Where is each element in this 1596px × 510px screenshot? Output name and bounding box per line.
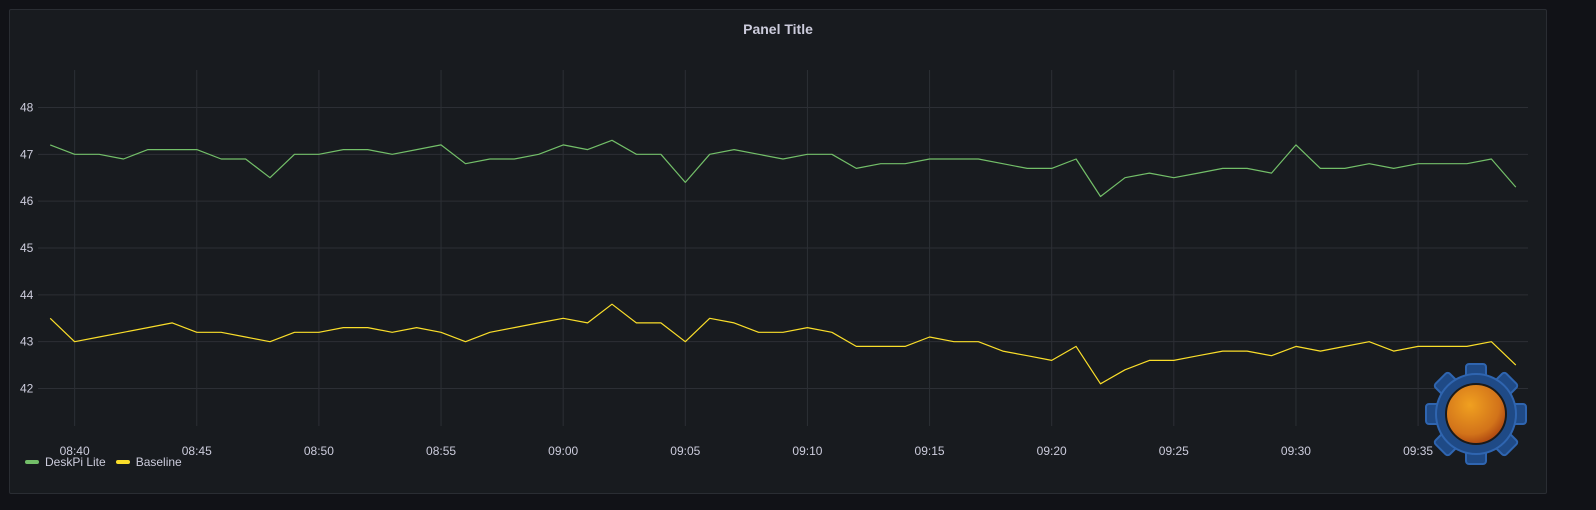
y-tick-label: 47: [20, 147, 34, 161]
legend-swatch: [115, 460, 130, 464]
legend-swatch: [25, 460, 39, 464]
x-tick-label: 09:20: [1037, 444, 1067, 458]
y-axis: 42 43 44 45 46 47 48: [20, 100, 34, 395]
x-axis: 08:40 08:45 08:50 08:55 09:00 09:05 09:10 09:15…: [60, 444, 1434, 458]
y-tick-label: 48: [20, 100, 34, 114]
plot-area[interactable]: [49, 139, 1517, 385]
x-tick-label: 08:50: [304, 444, 334, 458]
x-tick-label: 09:25: [1159, 444, 1189, 458]
x-tick-label: 09:30: [1281, 444, 1311, 458]
x-tick-label: 09:35: [1403, 444, 1433, 458]
legend-item-baseline[interactable]: Baseline: [115, 455, 182, 469]
series-line-deskpi-lite[interactable]: [49, 139, 1517, 198]
x-tick-label: 08:40: [60, 444, 90, 458]
y-tick-label: 45: [20, 241, 34, 255]
legend: DeskPi Lite Baseline: [25, 455, 182, 469]
x-tick-label: 08:55: [426, 444, 456, 458]
y-tick-label: 43: [20, 335, 34, 349]
y-tick-label: 44: [20, 288, 34, 302]
y-tick-label: 42: [20, 382, 34, 396]
legend-label: Baseline: [135, 455, 182, 469]
legend-item-deskpi-lite[interactable]: DeskPi Lite: [25, 455, 106, 469]
gear-icon: [1425, 363, 1527, 465]
legend-label: DeskPi Lite: [45, 455, 106, 469]
panel-title[interactable]: Panel Title: [743, 21, 813, 37]
grid: [38, 70, 1528, 426]
x-tick-label: 09:10: [792, 444, 822, 458]
x-tick-label: 09:15: [915, 444, 945, 458]
y-tick-label: 46: [20, 194, 34, 208]
x-tick-label: 09:00: [548, 444, 578, 458]
series-line-baseline[interactable]: [49, 303, 1517, 385]
x-tick-label: 09:05: [670, 444, 700, 458]
x-tick-label: 08:45: [182, 444, 212, 458]
panel: Panel Title: [9, 9, 1547, 494]
